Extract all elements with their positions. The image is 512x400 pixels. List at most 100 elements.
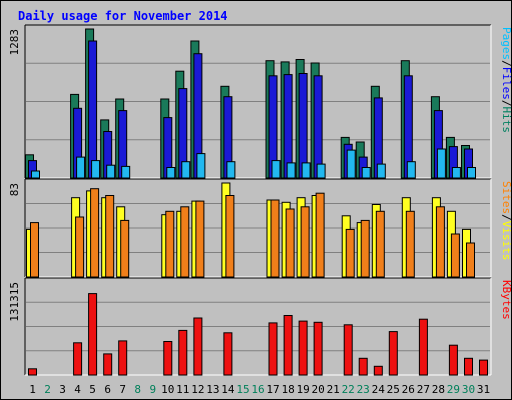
bar-kbytes-day-7 [118, 340, 128, 376]
x-tick-label: 4 [74, 383, 81, 396]
panel-visits-sites: 83 Sites/Visits [8, 178, 512, 278]
bar-sites-day-30 [466, 242, 475, 278]
x-tick-label: 27 [417, 383, 430, 396]
bar-sites-day-11 [180, 206, 190, 278]
bar-kbytes-day-23 [358, 357, 368, 376]
bar-pages-day-23 [361, 167, 371, 179]
x-tick-label: 6 [104, 383, 111, 396]
bar-kbytes-day-27 [418, 318, 428, 376]
bar-kbytes-day-11 [178, 329, 188, 376]
x-tick-label: 19 [296, 383, 309, 396]
x-tick-label: 14 [221, 383, 235, 396]
legend-entry: Files [500, 67, 512, 100]
bar-sites-day-18 [285, 208, 295, 278]
x-tick-label: 18 [281, 383, 294, 396]
bar-pages-day-1 [31, 170, 40, 179]
bar-kbytes-day-22 [343, 324, 353, 376]
x-tick-label: 26 [402, 383, 415, 396]
legend-entry: / [500, 214, 512, 221]
x-tick-label: 15 [236, 383, 249, 396]
bar-pages-day-19 [301, 162, 311, 179]
series-legend: Sites/Visits [500, 181, 512, 261]
x-tick-label: 9 [149, 383, 156, 396]
bar-pages-day-7 [121, 165, 131, 179]
legend-entry: Pages [500, 27, 512, 60]
legend-entry: Hits [500, 107, 512, 134]
x-tick-label: 11 [176, 383, 189, 396]
bar-kbytes-day-18 [283, 315, 293, 376]
panel-hits-files-pages: 1283 Pages/Files/Hits [8, 24, 512, 179]
bar-pages-day-14 [226, 161, 236, 179]
x-tick-label: 7 [119, 383, 126, 396]
bar-pages-day-30 [467, 167, 476, 179]
bar-sites-day-17 [270, 199, 280, 278]
x-tick-label: 30 [462, 383, 475, 396]
bar-kbytes-day-5 [88, 293, 98, 376]
bar-sites-day-26 [405, 210, 415, 278]
bar-pages-day-20 [316, 163, 326, 179]
bar-pages-day-5 [91, 160, 101, 179]
legend-entry: Visits [500, 221, 512, 261]
bar-pages-day-28 [436, 148, 446, 179]
bar-pages-day-29 [451, 167, 461, 179]
bar-pages-day-4 [76, 156, 86, 179]
x-axis: 1 2 3 4 5 6 7 8 9 10 11 12 13 14 15 16 17 18 19 20 21 22 23 24 2… [29, 383, 490, 396]
bar-sites-day-6 [105, 195, 115, 278]
x-tick-label: 25 [387, 383, 400, 396]
bar-sites-day-28 [435, 206, 445, 278]
bar-sites-day-1 [30, 222, 39, 278]
bar-sites-day-22 [345, 228, 355, 278]
x-tick-label: 13 [206, 383, 219, 396]
x-tick-label: 21 [327, 383, 340, 396]
x-tick-label: 24 [372, 383, 386, 396]
chart-title: Daily usage for November 2014 [18, 9, 228, 23]
x-tick-label: 20 [311, 383, 324, 396]
x-tick-label: 2 [44, 383, 51, 396]
bar-files-day-19 [298, 73, 308, 179]
bar-sites-day-5 [90, 188, 100, 278]
x-tick-label: 8 [134, 383, 141, 396]
x-tick-label: 22 [342, 383, 355, 396]
bar-sites-day-10 [165, 210, 175, 278]
bar-pages-day-12 [196, 153, 206, 179]
legend-entry: / [500, 100, 512, 107]
series-legend: Pages/Files/Hits [500, 27, 512, 133]
x-tick-label: 17 [266, 383, 279, 396]
x-tick-label: 3 [59, 383, 66, 396]
bar-pages-day-6 [106, 164, 116, 179]
bar-sites-day-29 [450, 233, 460, 278]
bar-pages-day-18 [286, 162, 296, 179]
x-tick-label: 1 [29, 383, 36, 396]
legend-entry: KBytes [500, 280, 512, 320]
x-tick-label: 10 [161, 383, 174, 396]
bar-pages-day-11 [181, 161, 191, 179]
bar-kbytes-day-25 [388, 331, 398, 376]
y-tick-label: 83 [8, 183, 21, 196]
bar-files-day-20 [313, 75, 323, 179]
bar-files-day-5 [88, 40, 98, 179]
x-tick-label: 12 [191, 383, 204, 396]
x-tick-label: 5 [89, 383, 96, 396]
bar-pages-day-17 [271, 160, 281, 179]
x-tick-label: 29 [447, 383, 460, 396]
bar-sites-day-20 [315, 192, 325, 278]
y-tick-label: 1283 [8, 29, 21, 56]
bar-kbytes-day-10 [163, 341, 173, 376]
bar-kbytes-day-17 [268, 322, 278, 376]
bar-pages-day-10 [166, 167, 176, 179]
bar-pages-day-22 [346, 149, 356, 179]
bar-sites-day-14 [225, 195, 235, 278]
bar-kbytes-day-14 [223, 332, 233, 376]
bar-pages-day-24 [376, 163, 386, 179]
bar-kbytes-day-31 [479, 359, 488, 376]
legend-entry: / [500, 60, 512, 67]
x-tick-label: 31 [477, 383, 490, 396]
bar-sites-day-4 [75, 216, 85, 278]
bar-kbytes-day-4 [73, 342, 83, 376]
panel-kbytes: 131315 KBytes [8, 277, 512, 376]
bar-kbytes-day-19 [298, 320, 308, 376]
x-tick-label: 28 [432, 383, 445, 396]
bar-kbytes-day-30 [464, 357, 473, 376]
bar-kbytes-day-1 [28, 368, 37, 376]
